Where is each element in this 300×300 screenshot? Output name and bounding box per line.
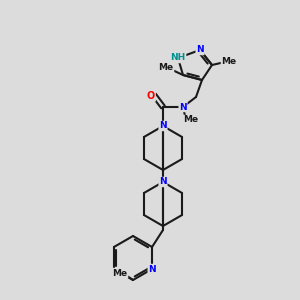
Text: N: N	[148, 265, 156, 274]
Text: Me: Me	[221, 58, 237, 67]
Text: NH: NH	[170, 53, 186, 62]
Text: N: N	[179, 103, 187, 112]
Text: N: N	[196, 46, 204, 55]
Text: N: N	[159, 122, 167, 130]
Text: Me: Me	[158, 64, 174, 73]
Text: N: N	[159, 178, 167, 187]
Text: Me: Me	[183, 116, 199, 124]
Text: Me: Me	[112, 268, 128, 278]
Text: O: O	[147, 91, 155, 101]
